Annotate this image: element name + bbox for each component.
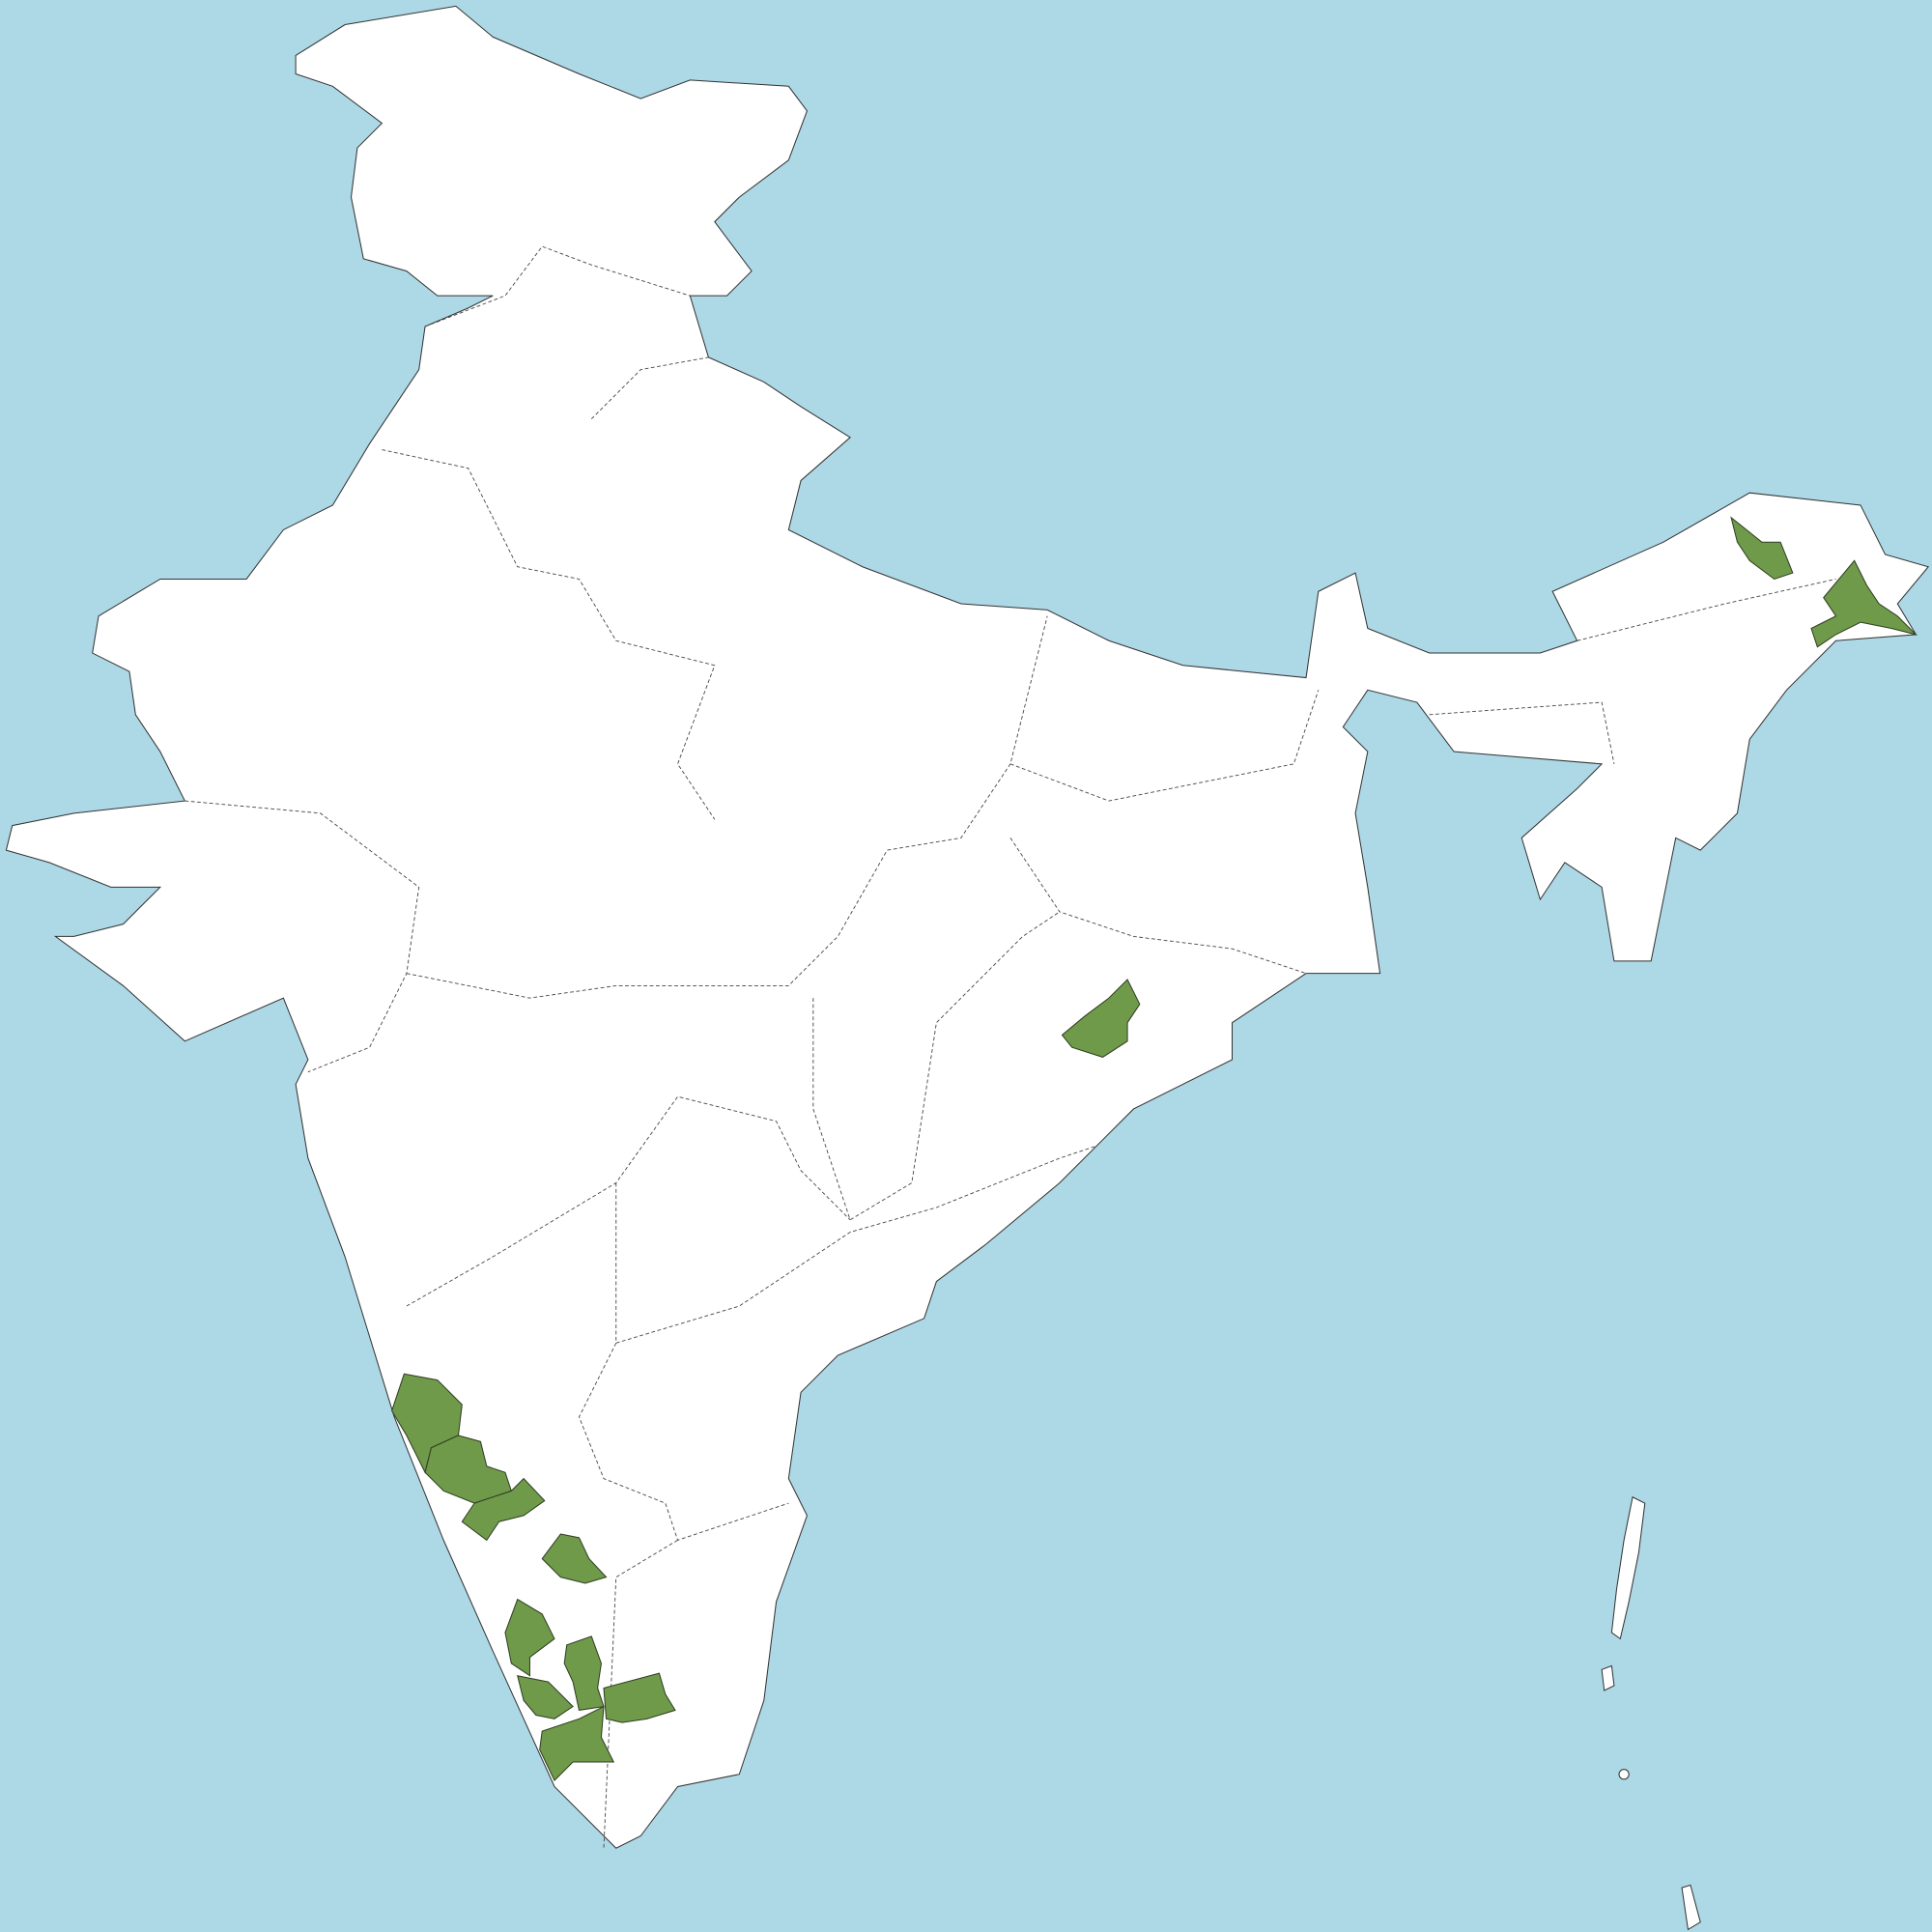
highlighted-districts [391, 516, 1918, 1781]
highlighted-district [1730, 516, 1794, 581]
nicobar-islet [1618, 1769, 1630, 1780]
highlighted-district [603, 1672, 676, 1723]
andaman-islands [1610, 1495, 1646, 1640]
india-mainland [5, 5, 1930, 1849]
highlighted-district [541, 1533, 608, 1584]
highlighted-district [539, 1705, 615, 1781]
state-borders [185, 245, 1836, 1849]
highlighted-district [517, 1675, 574, 1719]
highlighted-district [504, 1598, 555, 1677]
andaman-island-small [1601, 1664, 1615, 1691]
highlighted-district [1061, 979, 1141, 1058]
nicobar-island [1681, 1884, 1701, 1931]
highlighted-district [461, 1477, 546, 1542]
highlighted-district [1810, 559, 1918, 648]
